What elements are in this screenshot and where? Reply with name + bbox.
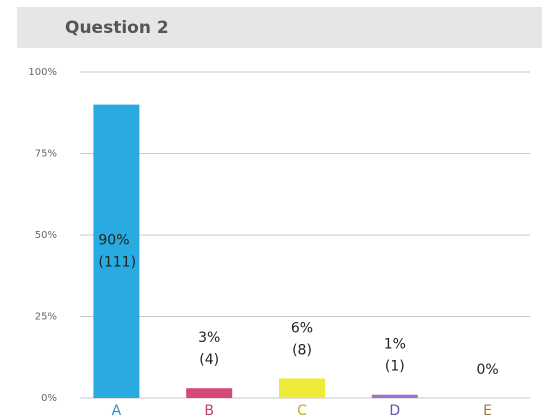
- y-tick-label: 50%: [35, 230, 57, 241]
- y-tick-label: 75%: [35, 149, 57, 160]
- bar: [279, 378, 325, 398]
- x-tick-label: E: [483, 403, 492, 419]
- y-tick-label: 0%: [41, 393, 57, 404]
- value-label: 6%: [291, 320, 313, 336]
- bar: [186, 388, 233, 398]
- header-band: [17, 7, 542, 48]
- count-label: (1): [385, 359, 405, 375]
- chart-title: Question 2: [65, 18, 169, 38]
- value-label: 90%: [98, 232, 129, 248]
- x-tick-label: C: [297, 403, 307, 419]
- value-label: 0%: [476, 362, 498, 378]
- count-label: (8): [292, 342, 312, 358]
- value-label: 3%: [198, 330, 220, 346]
- x-tick-label: B: [204, 403, 214, 419]
- y-tick-label: 25%: [35, 312, 57, 323]
- bar: [93, 104, 140, 398]
- count-label: (4): [199, 352, 219, 368]
- count-label: (111): [98, 254, 136, 270]
- bar: [371, 394, 418, 398]
- y-tick-label: 100%: [28, 67, 57, 78]
- value-label: 1%: [384, 337, 406, 353]
- x-tick-label: A: [112, 403, 122, 419]
- x-tick-label: D: [389, 403, 400, 419]
